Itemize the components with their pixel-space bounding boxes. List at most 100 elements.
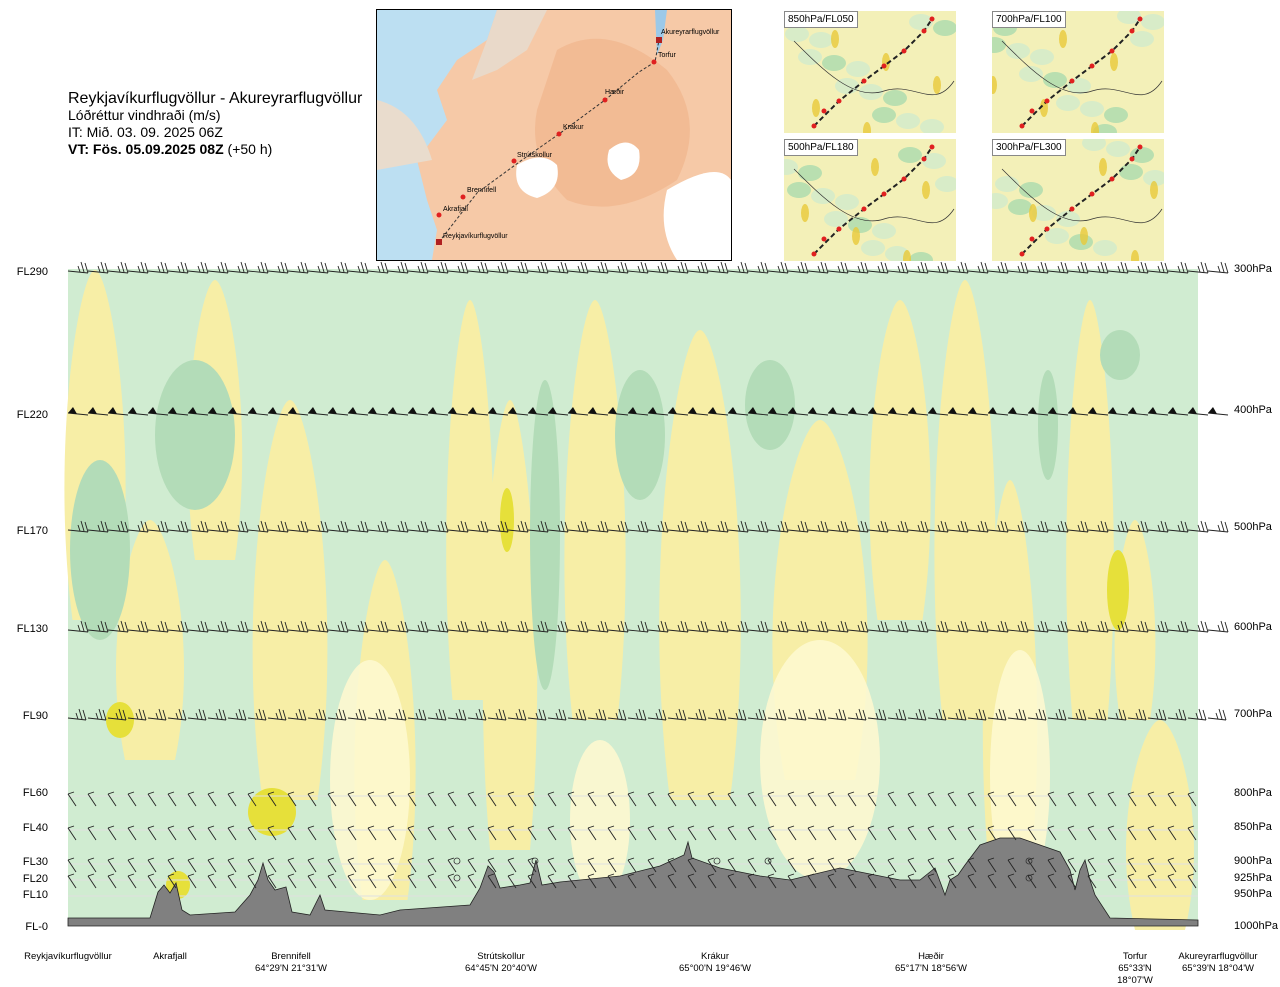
wind-barb xyxy=(867,407,889,416)
wind-barb xyxy=(807,407,829,416)
wind-barb xyxy=(1127,791,1137,807)
wind-barb xyxy=(207,708,227,721)
hpa-label-850: 850hPa xyxy=(1234,821,1272,833)
wind-barb xyxy=(1027,708,1047,721)
map-label-torfur: Torfur xyxy=(658,52,677,59)
wind-barb xyxy=(807,791,817,807)
updraft-region xyxy=(446,300,494,700)
wind-barb xyxy=(527,873,537,889)
wind-barb xyxy=(1187,825,1197,841)
wind-barb xyxy=(627,825,637,841)
wind-barb xyxy=(287,873,297,889)
updraft-region xyxy=(116,520,184,760)
wind-barb xyxy=(207,791,217,807)
wind-barb xyxy=(1167,407,1189,416)
wind-barb xyxy=(927,825,937,841)
downdraft-region xyxy=(155,360,235,510)
wind-barb xyxy=(1007,520,1029,533)
wind-barb xyxy=(827,407,849,416)
wind-barb xyxy=(167,873,177,889)
wind-barb xyxy=(887,825,897,841)
wind-barb xyxy=(1067,261,1089,274)
wind-barb xyxy=(687,520,709,533)
fl-label-130: FL130 xyxy=(16,623,48,635)
updraft-region xyxy=(252,400,328,800)
wind-barb xyxy=(767,708,787,721)
wind-barb xyxy=(327,857,337,873)
updraft-region xyxy=(1066,300,1114,720)
wind-barb xyxy=(747,791,757,807)
wind-barb xyxy=(187,791,197,807)
wind-barb xyxy=(247,857,257,873)
calm-marker xyxy=(1025,874,1033,882)
wind-barb xyxy=(907,873,917,889)
wind-barb xyxy=(1027,407,1049,416)
wind-barb xyxy=(1107,407,1129,416)
hpa-label-400: 400hPa xyxy=(1234,404,1272,416)
wind-barb xyxy=(1087,857,1097,873)
wind-barb xyxy=(927,873,937,889)
wind-barb xyxy=(1047,791,1057,807)
wind-barb xyxy=(147,261,169,274)
wind-barb xyxy=(887,520,909,533)
wind-barb xyxy=(287,708,307,721)
wind-barb xyxy=(427,407,449,416)
location-name: Akrafjall xyxy=(153,951,187,962)
wind-barb xyxy=(347,857,357,873)
wind-barb xyxy=(607,825,617,841)
wind-barb xyxy=(627,857,637,873)
wind-barb xyxy=(1027,261,1049,274)
wind-barb xyxy=(927,708,947,721)
wind-barb xyxy=(647,791,657,807)
wind-barb xyxy=(967,620,989,633)
wind-barb xyxy=(347,407,369,416)
wind-barb xyxy=(747,520,769,533)
wind-barb xyxy=(107,857,117,873)
wind-barb xyxy=(627,620,649,633)
wind-barb xyxy=(847,261,869,274)
wind-barb xyxy=(367,520,389,533)
wind-barb xyxy=(527,620,549,633)
wind-barb xyxy=(307,261,329,274)
wind-barb xyxy=(847,791,857,807)
wind-barb xyxy=(347,261,369,274)
wind-barb xyxy=(467,620,489,633)
location-coord: 64°45'N 20°40'W xyxy=(465,963,537,974)
wind-barb xyxy=(527,825,537,841)
wind-barb xyxy=(787,620,809,633)
wind-barb xyxy=(507,857,517,873)
wind-barb xyxy=(927,407,949,416)
wind-barb xyxy=(1147,407,1169,416)
location-name: Hæðir xyxy=(918,951,944,962)
wind-barb xyxy=(127,857,137,873)
wind-barb xyxy=(887,791,897,807)
wind-barb xyxy=(1107,620,1129,633)
wind-barb xyxy=(1147,825,1157,841)
wind-barb xyxy=(1047,620,1069,633)
strong-updraft-core xyxy=(106,702,134,738)
wind-barb xyxy=(67,791,77,807)
wind-barb xyxy=(1067,873,1077,889)
wind-barb xyxy=(767,857,777,873)
wind-barb xyxy=(287,261,309,274)
wind-barb xyxy=(807,261,829,274)
wind-barb xyxy=(907,620,929,633)
wind-barb xyxy=(787,791,797,807)
wind-barb xyxy=(567,261,589,274)
wind-barb xyxy=(187,261,209,274)
wind-barb xyxy=(167,825,177,841)
wind-barb xyxy=(747,825,757,841)
wind-barb xyxy=(727,825,737,841)
wind-barb xyxy=(807,708,827,721)
wind-barb xyxy=(327,825,337,841)
wind-barb xyxy=(347,620,369,633)
wind-barb xyxy=(847,873,857,889)
wind-barb xyxy=(667,825,677,841)
wind-barb xyxy=(747,873,757,889)
wind-barb xyxy=(567,620,589,633)
weak-updraft-region xyxy=(990,650,1050,900)
weak-updraft-region xyxy=(330,660,410,900)
wind-barb xyxy=(847,825,857,841)
wind-barb xyxy=(467,407,489,416)
wind-barb xyxy=(787,873,797,889)
